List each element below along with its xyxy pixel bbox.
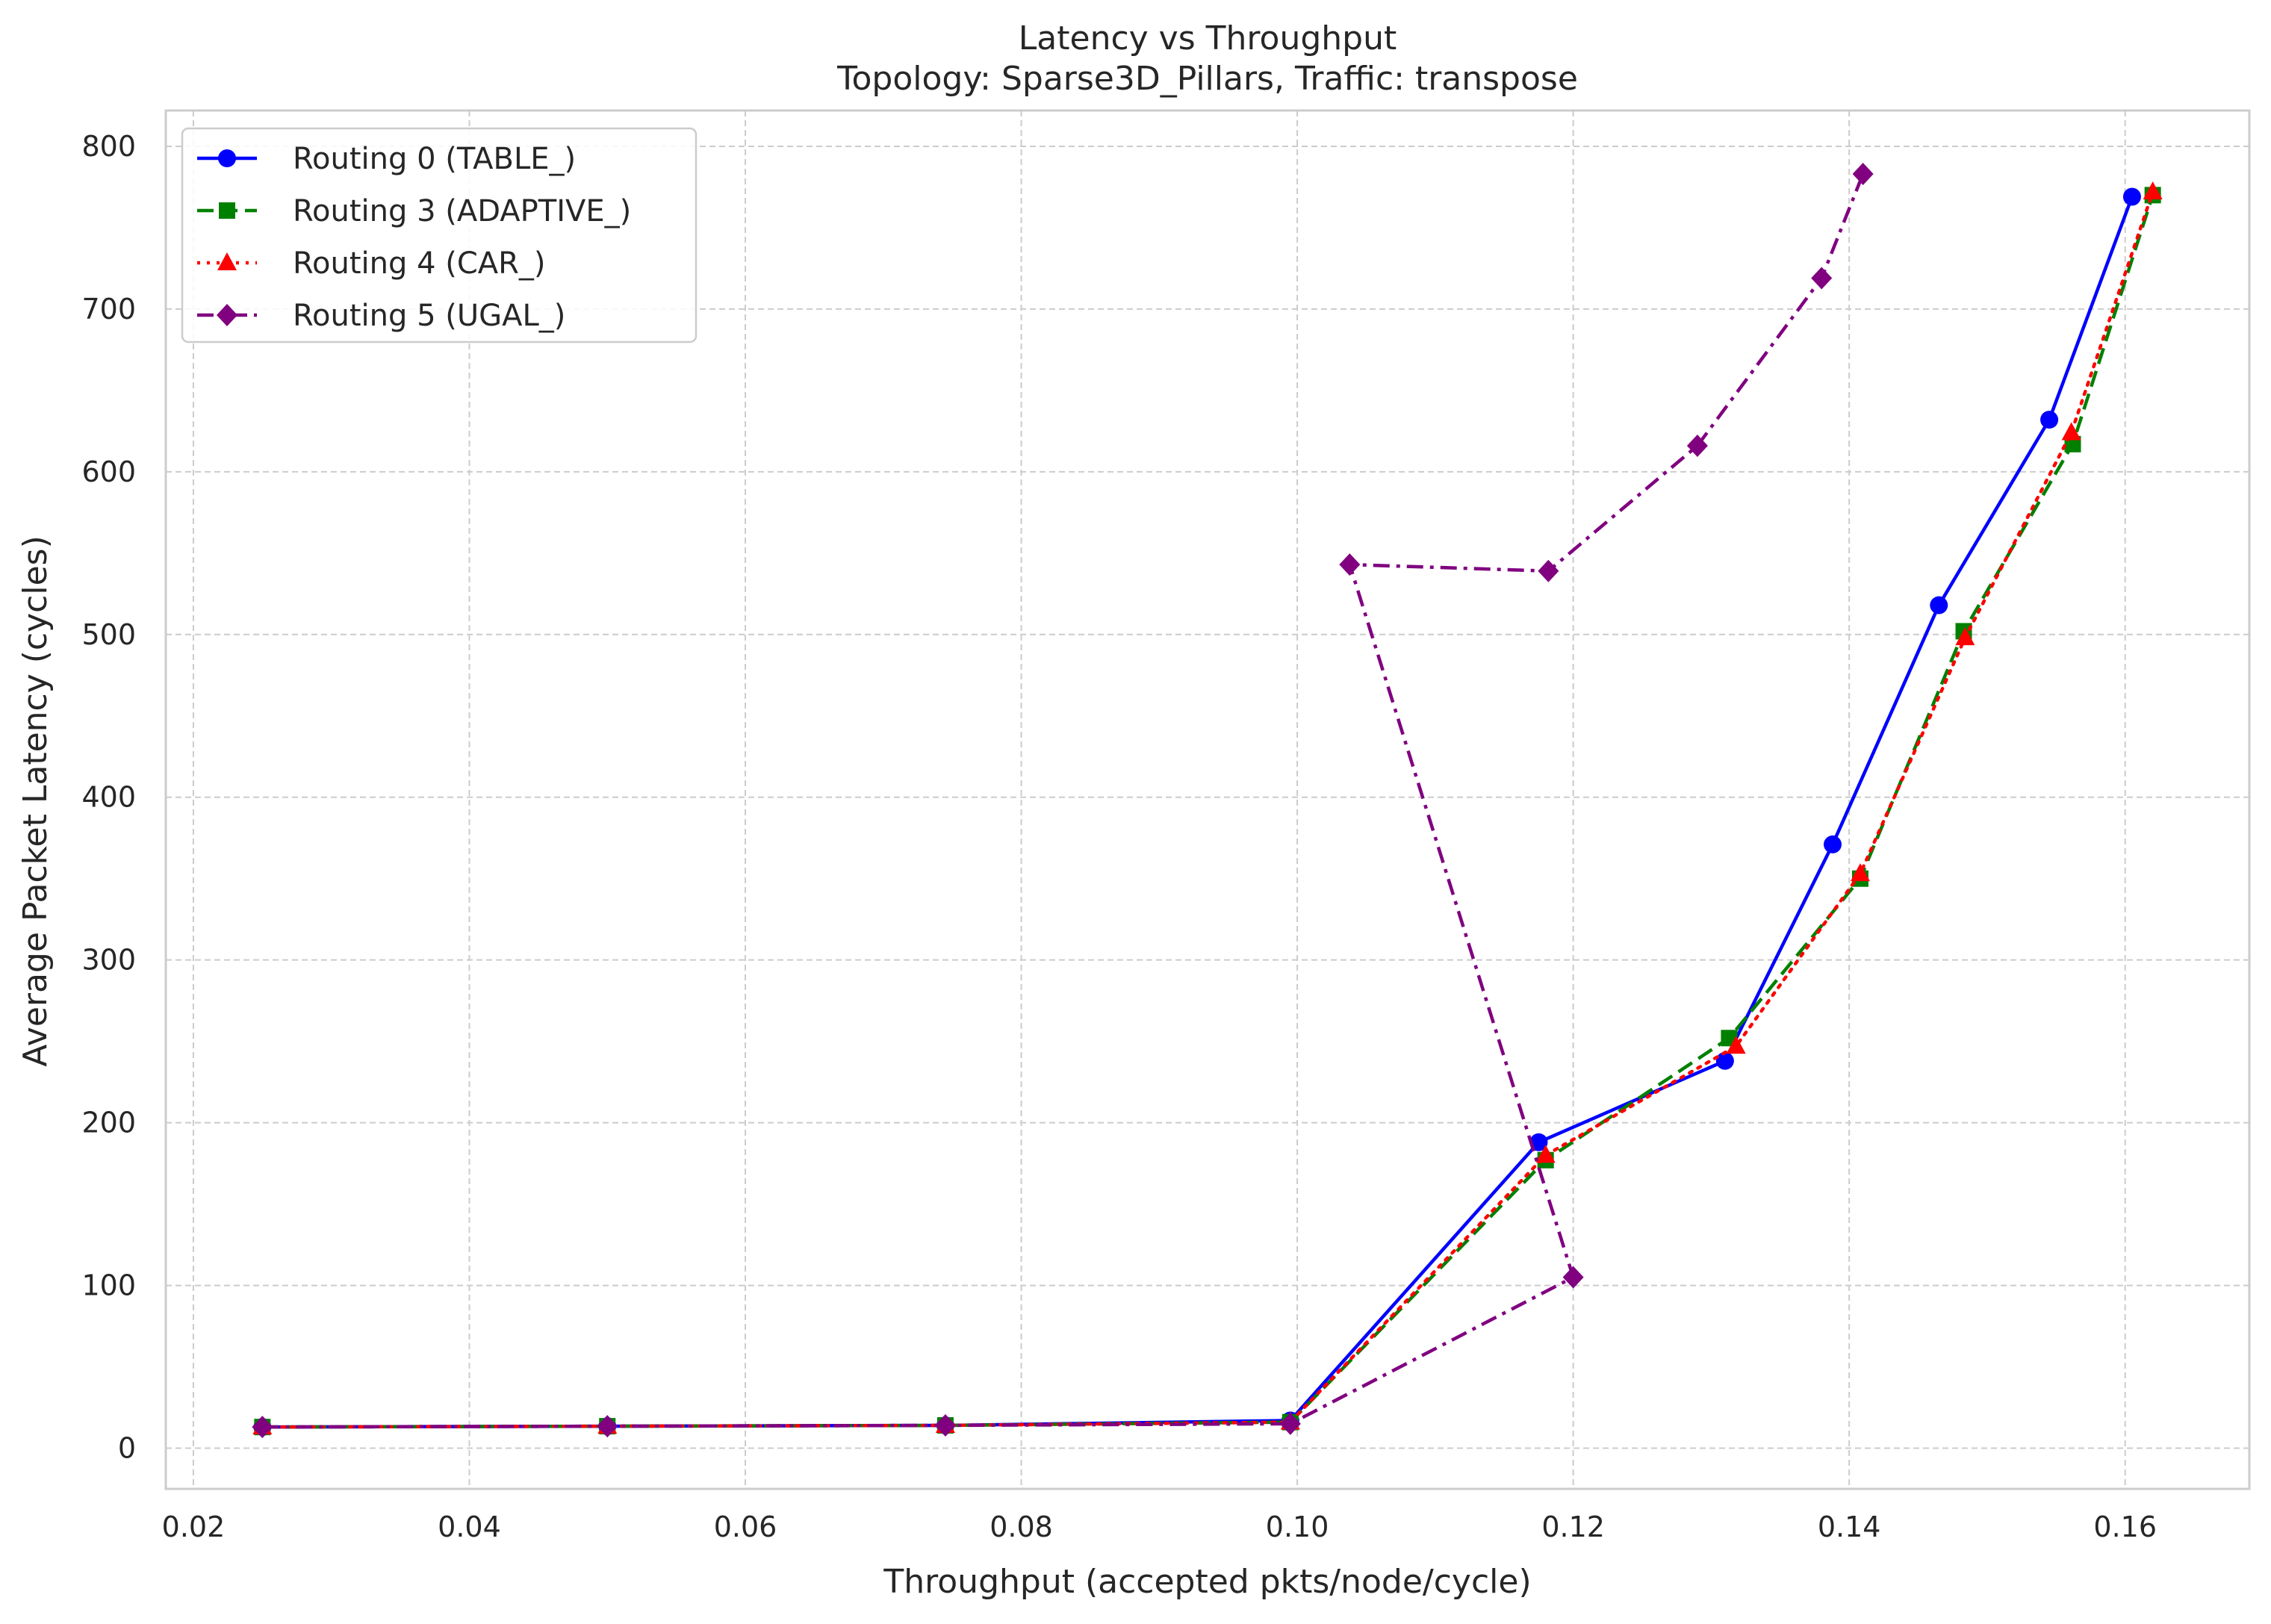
x-tick-label: 0.04	[438, 1511, 501, 1543]
y-tick-label: 500	[81, 618, 136, 651]
x-tick-label: 0.10	[1266, 1511, 1329, 1543]
y-tick-label: 800	[81, 130, 136, 163]
legend-marker	[217, 304, 237, 326]
data-point	[1538, 559, 1559, 582]
legend-label: Routing 5 (UGAL_)	[293, 299, 565, 333]
data-point	[1955, 627, 1975, 646]
data-point	[1726, 1036, 1746, 1054]
data-point	[1562, 1266, 1584, 1289]
data-point	[2061, 422, 2081, 441]
x-tick-label: 0.12	[1541, 1511, 1605, 1543]
data-point	[252, 1416, 273, 1439]
data-point	[2040, 411, 2059, 429]
data-point	[1686, 434, 1708, 457]
chart-subtitle: Topology: Sparse3D_Pillars, Traffic: tra…	[836, 60, 1578, 98]
data-point	[2143, 181, 2163, 199]
data-point	[1279, 1412, 1301, 1435]
legend-marker	[218, 149, 236, 167]
data-point	[1811, 267, 1833, 290]
data-point	[1824, 835, 1842, 853]
data-point	[1715, 1051, 1734, 1070]
data-point	[1852, 162, 1874, 185]
y-tick-label: 100	[81, 1269, 136, 1302]
legend-box	[181, 127, 698, 343]
y-tick-label: 200	[81, 1107, 136, 1139]
legend: Routing 0 (TABLE_) Routing 3 (ADAPTIVE_) R…	[181, 127, 698, 343]
data-point	[1930, 596, 1948, 615]
legend-label: Routing 3 (ADAPTIVE_)	[293, 194, 631, 228]
y-tick-label: 400	[81, 781, 136, 814]
x-axis-label: Throughput (accepted pkts/node/cycle)	[883, 1563, 1531, 1601]
data-point	[1339, 553, 1361, 576]
legend-label: Routing 0 (TABLE_)	[293, 142, 576, 176]
x-tick-label: 0.02	[162, 1511, 226, 1543]
data-point	[1529, 1133, 1548, 1151]
legend-label: Routing 4 (CAR_)	[293, 246, 546, 281]
x-tick-label: 0.06	[714, 1511, 777, 1543]
y-tick-label: 0	[118, 1432, 136, 1465]
data-point	[2122, 187, 2141, 206]
chart-title: Latency vs Throughput	[1019, 19, 1397, 57]
plot-frame	[164, 109, 2251, 1490]
y-tick-label: 700	[81, 293, 136, 326]
x-tick-label: 0.16	[2093, 1511, 2157, 1543]
data-point	[1535, 1145, 1556, 1163]
data-point	[934, 1414, 956, 1437]
series-line	[262, 173, 1865, 1429]
x-tick-label: 0.14	[1818, 1511, 1881, 1543]
series-group	[252, 162, 1874, 1439]
y-axis-label: Average Packet Latency (cycles)	[16, 535, 55, 1066]
y-tick-label: 600	[81, 455, 136, 488]
data-point	[1850, 863, 1870, 882]
data-point	[597, 1415, 618, 1438]
y-tick-label: 300	[81, 944, 136, 977]
x-tick-label: 0.08	[990, 1511, 1053, 1543]
legend-marker	[217, 252, 237, 270]
legend-marker	[219, 202, 235, 219]
